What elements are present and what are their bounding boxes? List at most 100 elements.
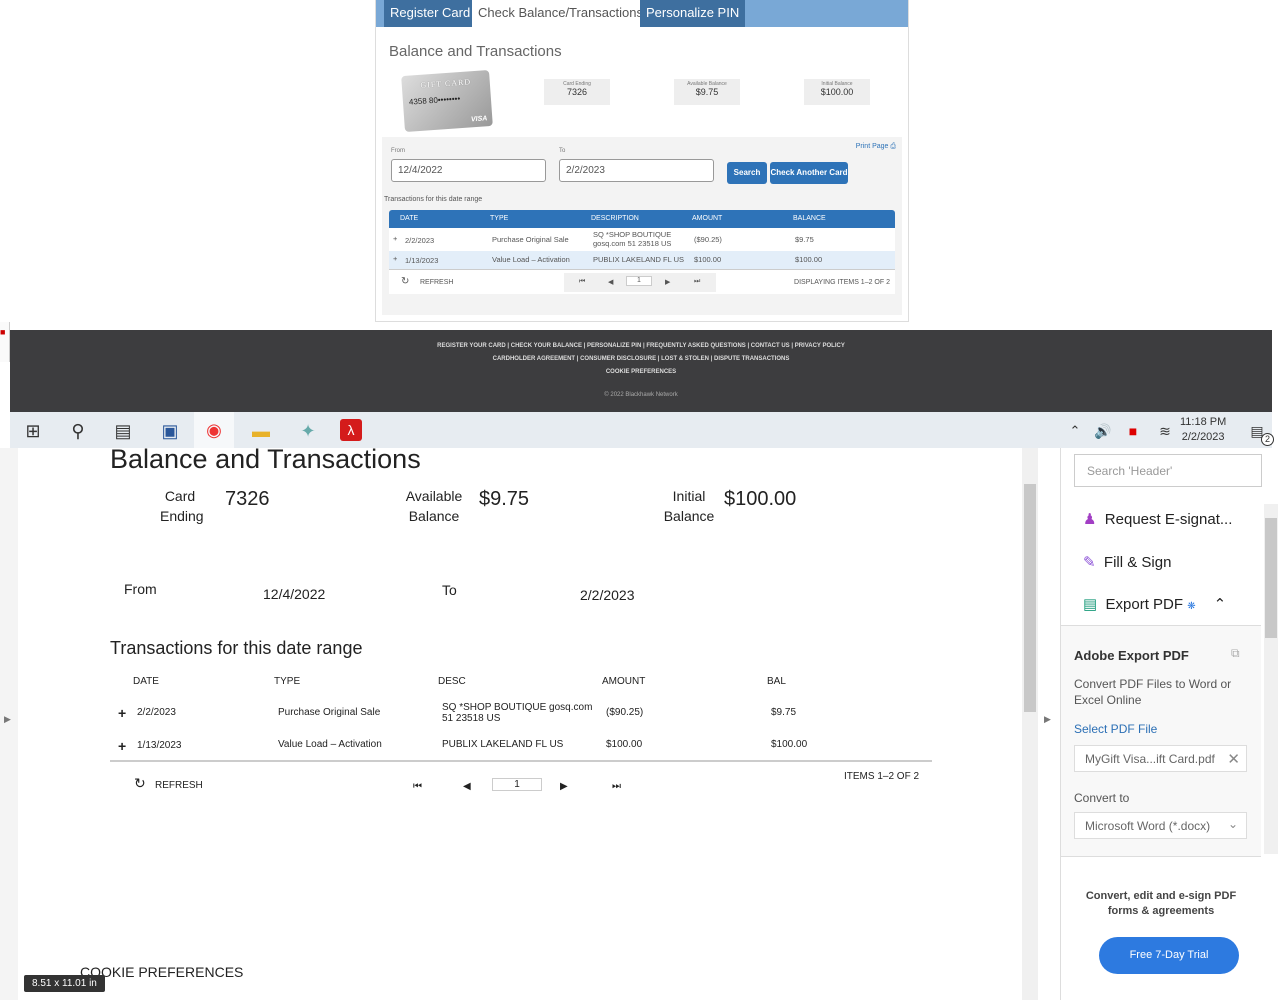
tool-export-pdf[interactable]: ▤ Export PDF ❋ ⌃ xyxy=(1083,596,1227,613)
next-page-icon[interactable]: ▶ xyxy=(560,781,568,792)
items-count: ITEMS 1–2 OF 2 xyxy=(844,771,920,782)
table-row[interactable]: + 2/2/2023 Purchase Original Sale SQ *SH… xyxy=(389,228,895,251)
prev-page-icon[interactable]: ◀ xyxy=(608,279,614,286)
expand-left-icon[interactable]: ▶ xyxy=(4,714,11,724)
next-page-icon[interactable]: ▶ xyxy=(665,279,671,286)
time: 11:18 PM xyxy=(1180,416,1227,428)
card-ending-value: 7326 xyxy=(225,488,270,510)
pager: ↻ REFRESH ⏮ ◀ 1 ▶ ⏭ DISPLAYING ITEMS 1–2… xyxy=(389,269,895,294)
first-page-icon[interactable]: ⏮ xyxy=(579,278,586,285)
file-explorer-icon[interactable]: ▬ xyxy=(252,421,270,441)
tool-request-esign[interactable]: ♟ Request E-signat... xyxy=(1083,511,1233,528)
cell-balance: $100.00 xyxy=(795,255,823,264)
refresh-button[interactable]: REFRESH xyxy=(155,780,203,791)
collapse-pane-icon[interactable]: ▶ xyxy=(1044,714,1051,724)
paint-icon[interactable]: ✦ xyxy=(300,421,316,441)
refresh-button[interactable]: REFRESH xyxy=(420,279,454,286)
tools-search-input[interactable]: Search 'Header' xyxy=(1074,454,1262,487)
print-page-link[interactable]: Print Page ⎙ xyxy=(855,143,896,150)
pane-scrollbar[interactable] xyxy=(1264,504,1278,854)
expand-icon[interactable]: + xyxy=(393,254,398,263)
notifications-icon[interactable]: ▤ 2 xyxy=(1244,418,1274,446)
stat-card-ending: Card Ending 7326 xyxy=(544,79,610,105)
stat-value: $100.00 xyxy=(820,87,854,97)
task-view-icon[interactable]: ▤ xyxy=(114,421,132,441)
last-page-icon[interactable]: ⏭ xyxy=(612,781,621,792)
volume-icon[interactable]: 🔊 xyxy=(1094,423,1112,439)
selected-file[interactable]: MyGift Visa...ift Card.pdf ✕ xyxy=(1074,745,1247,772)
check-another-card-button[interactable]: Check Another Card xyxy=(770,162,848,184)
page-input[interactable]: 1 xyxy=(626,276,652,286)
notification-count: 2 xyxy=(1261,433,1274,446)
col-type: TYPE xyxy=(490,215,509,222)
promo-text: Convert, edit and e-sign PDF forms & agr… xyxy=(1085,890,1237,917)
to-label: To xyxy=(442,582,457,598)
table-header: DATE TYPE DESCRIPTION AMOUNT BALANCE xyxy=(389,210,895,228)
chevron-up-icon[interactable]: ⌃ xyxy=(1213,596,1227,613)
copy-icon[interactable]: ⧉ xyxy=(1231,646,1240,660)
free-trial-button[interactable]: Free 7-Day Trial xyxy=(1099,937,1239,974)
first-page-icon[interactable]: ⏮ xyxy=(413,781,422,792)
scroll-thumb[interactable] xyxy=(1024,484,1036,712)
clock[interactable]: 11:18 PM 2/2/2023 xyxy=(1180,415,1226,445)
tab-register-card[interactable]: Register Card xyxy=(384,0,477,27)
cell-amount: ($90.25) xyxy=(606,707,644,718)
chrome-icon[interactable]: ◉ xyxy=(194,412,234,448)
security-lock-icon[interactable]: ■ xyxy=(1128,423,1138,439)
tools-pane: Search 'Header' ♟ Request E-signat... ✎ … xyxy=(1060,448,1278,1000)
tab-personalize-pin[interactable]: Personalize PIN xyxy=(640,0,746,27)
export-panel: Adobe Export PDF ⧉ Convert PDF Files to … xyxy=(1061,625,1261,857)
col-type: TYPE xyxy=(274,676,301,687)
tool-fill-sign[interactable]: ✎ Fill & Sign xyxy=(1083,554,1172,571)
stat-label: Available Balance xyxy=(687,81,727,87)
chevron-up-icon[interactable]: ⌃ xyxy=(1069,423,1081,438)
prev-page-icon[interactable]: ◀ xyxy=(463,781,471,792)
col-date: DATE xyxy=(133,676,159,687)
wifi-icon[interactable]: ≋ xyxy=(1159,423,1171,439)
doc-scrollbar[interactable] xyxy=(1022,448,1038,1000)
expand-icon[interactable]: + xyxy=(118,705,127,721)
col-balance: BALANCE xyxy=(793,215,826,222)
convert-format-select[interactable]: Microsoft Word (*.docx) ⌄ xyxy=(1074,812,1247,839)
page-input[interactable]: 1 xyxy=(492,778,542,791)
expand-icon[interactable]: + xyxy=(118,738,127,754)
search-button[interactable]: Search xyxy=(727,162,767,184)
to-date-input[interactable]: 2/2/2023 xyxy=(559,159,714,182)
transactions-table: DATE TYPE DESCRIPTION AMOUNT BALANCE + 2… xyxy=(389,210,895,294)
export-pdf-icon: ▤ xyxy=(1083,596,1098,613)
export-description: Convert PDF Files to Word or Excel Onlin… xyxy=(1074,677,1232,707)
word-icon[interactable]: ▣ xyxy=(161,421,179,441)
scroll-thumb[interactable] xyxy=(1265,518,1277,638)
fill-sign-icon: ✎ xyxy=(1083,554,1096,571)
last-page-icon[interactable]: ⏭ xyxy=(694,278,701,285)
from-value: 12/4/2022 xyxy=(263,586,326,602)
footer-links-2[interactable]: CARDHOLDER AGREEMENT | CONSUMER DISCLOSU… xyxy=(492,356,790,362)
taskbar: ⊞ ⚲ ▤ ▣ ◉ ▬ ✦ λ ⌃ 🔊 ■ ≋ 11:18 PM 2/2/2023… xyxy=(10,412,1274,448)
cookie-preferences[interactable]: COOKIE PREFERENCES xyxy=(80,964,244,980)
select-pdf-file-link[interactable]: Select PDF File xyxy=(1074,722,1158,736)
chevron-down-icon: ⌄ xyxy=(1227,817,1238,831)
col-date: DATE xyxy=(400,215,419,222)
footer-cookie-link[interactable]: COOKIE PREFERENCES xyxy=(605,369,677,375)
expand-icon[interactable]: + xyxy=(393,234,398,243)
tab-check-balance[interactable]: Check Balance/Transactions xyxy=(472,0,649,27)
items-count: DISPLAYING ITEMS 1–2 OF 2 xyxy=(794,279,890,286)
close-icon[interactable]: ✕ xyxy=(1227,751,1240,768)
cell-type: Value Load – Activation xyxy=(278,739,382,750)
col-amount: AMOUNT xyxy=(692,215,723,222)
cell-type: Value Load – Activation xyxy=(492,255,570,264)
cell-desc: PUBLIX LAKELAND FL US xyxy=(593,255,685,264)
to-label: To xyxy=(559,148,566,154)
footer-links-1[interactable]: REGISTER YOUR CARD | CHECK YOUR BALANCE … xyxy=(437,343,845,349)
range-label: Transactions for this date range xyxy=(384,196,483,203)
acrobat-icon[interactable]: λ xyxy=(340,419,362,441)
search-icon[interactable]: ⚲ xyxy=(71,421,85,441)
table-row[interactable]: + 1/13/2023 Value Load – Activation PUBL… xyxy=(389,251,895,269)
refresh-icon[interactable]: ↻ xyxy=(134,775,146,791)
card-network: VISA xyxy=(470,115,488,124)
refresh-icon[interactable]: ↻ xyxy=(401,276,410,287)
stat-available-balance: Available Balance $9.75 xyxy=(674,79,740,105)
from-date-input[interactable]: 12/4/2022 xyxy=(391,159,546,182)
windows-start-icon[interactable]: ⊞ xyxy=(25,421,41,441)
available-balance-value: $9.75 xyxy=(479,488,530,510)
